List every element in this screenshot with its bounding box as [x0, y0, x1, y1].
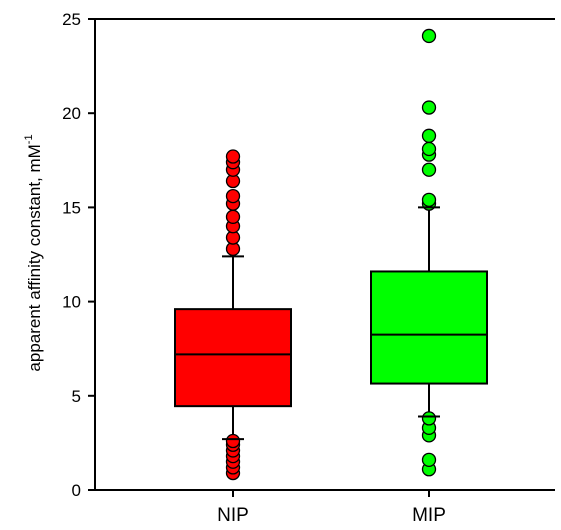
y-tick-label: 0	[72, 481, 81, 500]
x-axis: NIP MIP	[217, 490, 446, 526]
y-tick-label: 15	[62, 198, 81, 217]
box-nip	[174, 149, 292, 481]
boxes-layer	[174, 28, 488, 481]
iqr-box	[370, 270, 488, 385]
y-axis-title-superscript: -1	[23, 134, 35, 144]
outlier-point	[225, 188, 241, 204]
outlier-point	[421, 100, 437, 115]
y-tick-label: 25	[62, 10, 81, 29]
y-tick-label: 5	[72, 387, 81, 406]
outlier-point	[421, 162, 437, 177]
x-tick-label: NIP	[217, 505, 249, 525]
outlier-point	[421, 141, 437, 157]
x-tick-label: MIP	[412, 505, 446, 525]
y-tick-label: 20	[62, 104, 81, 123]
outlier-point	[225, 433, 241, 449]
y-axis-title: apparent affinity constant, mM-1	[23, 134, 44, 371]
outlier-point	[225, 209, 241, 224]
y-axis: 0 5 10 15 20 25	[62, 10, 95, 500]
iqr-box	[174, 308, 292, 408]
outlier-point	[225, 149, 241, 164]
outlier-point	[421, 28, 437, 44]
outlier-point	[421, 128, 437, 143]
box-mip	[370, 28, 488, 477]
y-axis-title-text: apparent affinity constant, mM	[25, 144, 44, 371]
outlier-point	[421, 452, 437, 468]
plot-frame	[94, 18, 555, 491]
outlier-point	[421, 411, 437, 426]
outlier-point	[421, 192, 437, 208]
y-tick-label: 10	[62, 293, 81, 312]
